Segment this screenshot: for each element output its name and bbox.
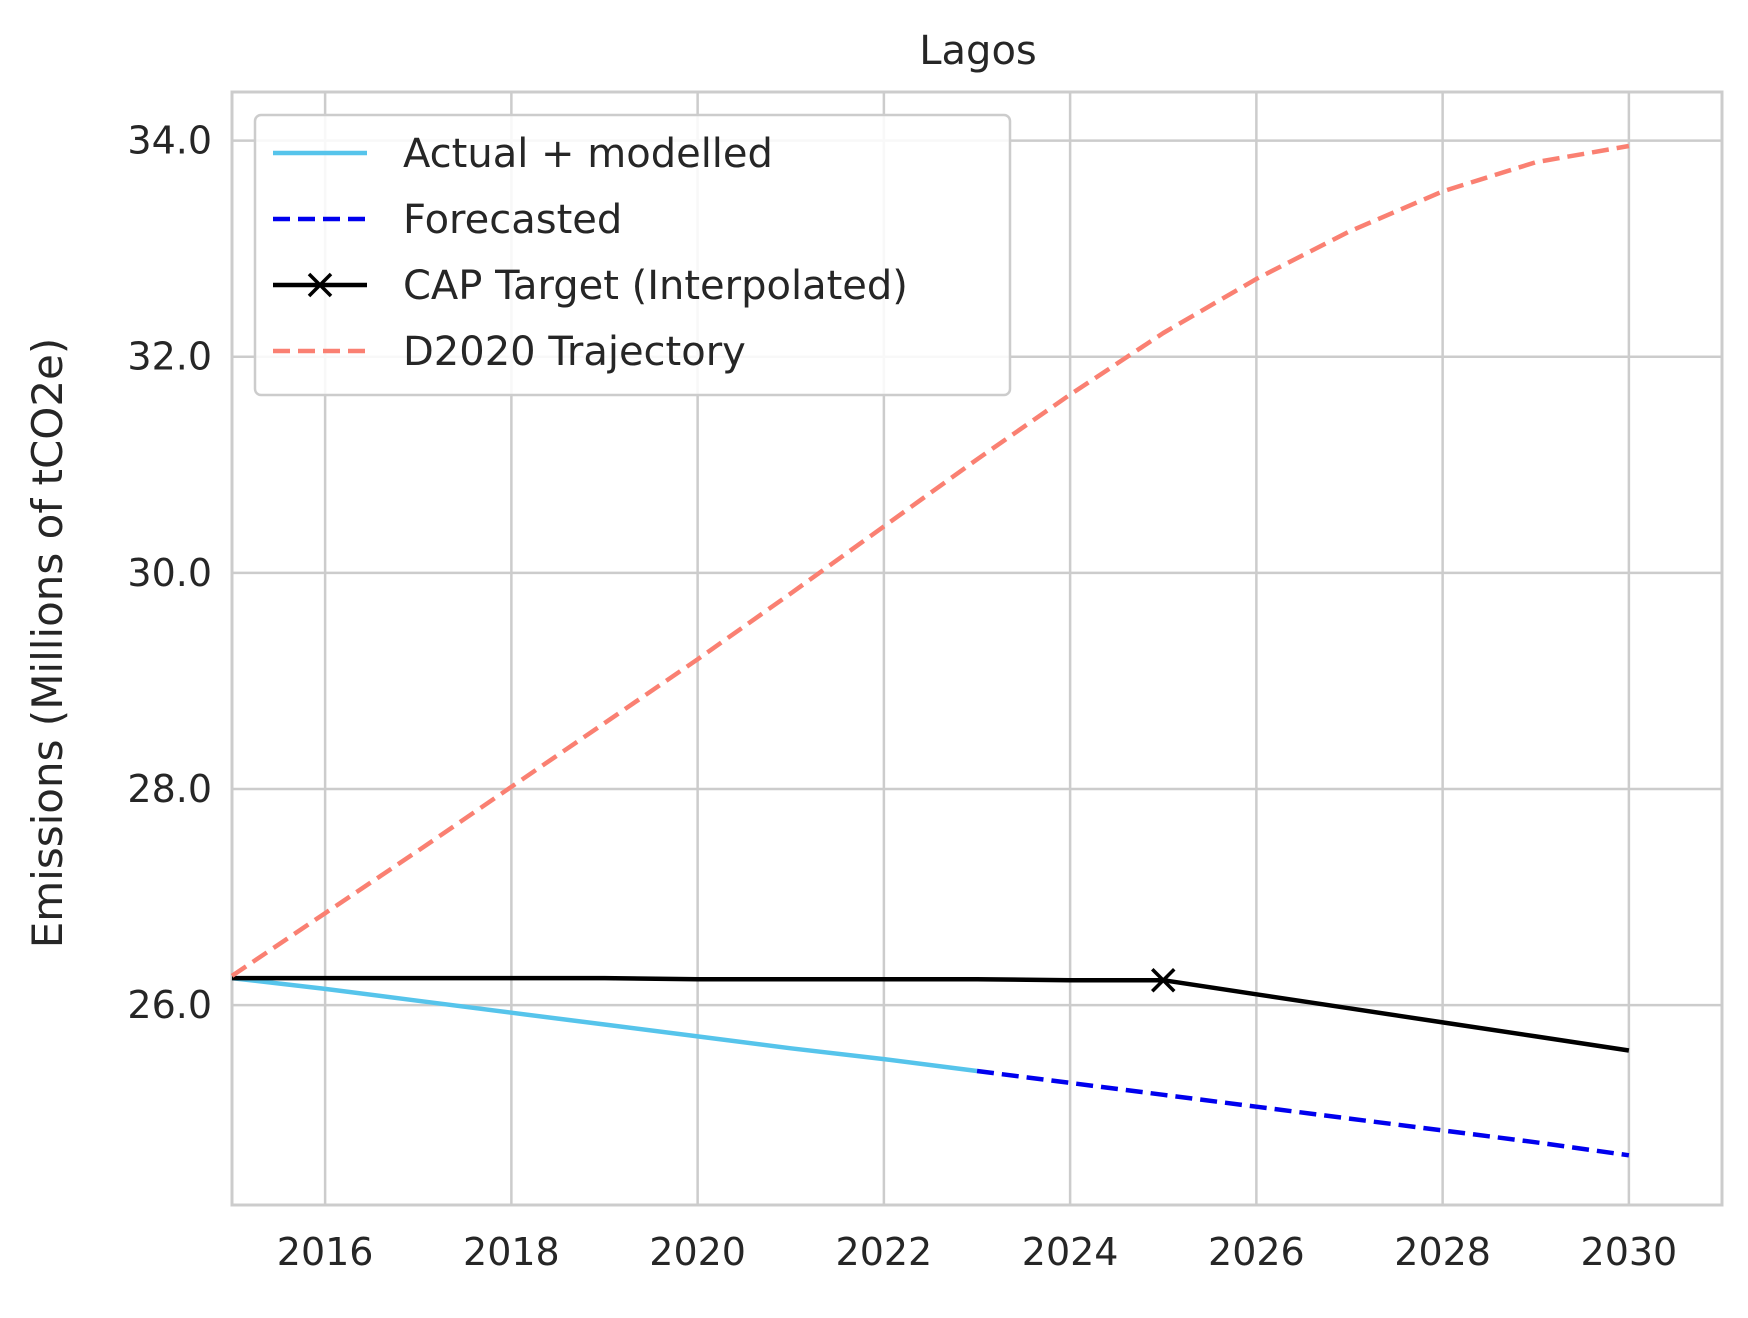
x-tick-label: 2028	[1394, 1230, 1491, 1274]
legend-label: Actual + modelled	[403, 131, 773, 177]
x-tick-label: 2018	[463, 1230, 560, 1274]
x-tick-label: 2022	[836, 1230, 933, 1274]
y-axis-label: Emissions (Millions of tCO2e)	[23, 338, 72, 949]
x-tick-label: 2020	[649, 1230, 746, 1274]
legend-label: Forecasted	[403, 197, 622, 243]
y-tick-label: 34.0	[127, 119, 212, 163]
plot-frame	[230, 90, 1724, 1207]
legend: Actual + modelled Forecasted CAP Target (I…	[253, 113, 1012, 397]
series-line-3	[230, 143, 1630, 978]
series-line-1	[976, 1068, 1630, 1158]
series-line-2	[232, 975, 1630, 1053]
x-tick-label: 2024	[1022, 1230, 1119, 1274]
y-tick-label: 30.0	[127, 551, 212, 595]
x-tick-label: 2016	[277, 1230, 374, 1274]
legend-label: D2020 Trajectory	[403, 329, 746, 375]
y-tick-label: 28.0	[127, 767, 212, 811]
series-marker-x	[1151, 968, 1176, 993]
y-tick-label: 32.0	[127, 335, 212, 379]
y-tick-label: 26.0	[127, 983, 212, 1027]
marker-stroke	[1151, 968, 1176, 993]
chart-title: Lagos	[919, 28, 1037, 74]
legend-label: CAP Target (Interpolated)	[403, 263, 908, 309]
x-tick-label: 2030	[1581, 1230, 1678, 1274]
series-line-0	[231, 975, 978, 1074]
x-tick-label: 2026	[1208, 1230, 1305, 1274]
legend-box	[253, 113, 1012, 397]
legend-marker	[307, 272, 333, 298]
